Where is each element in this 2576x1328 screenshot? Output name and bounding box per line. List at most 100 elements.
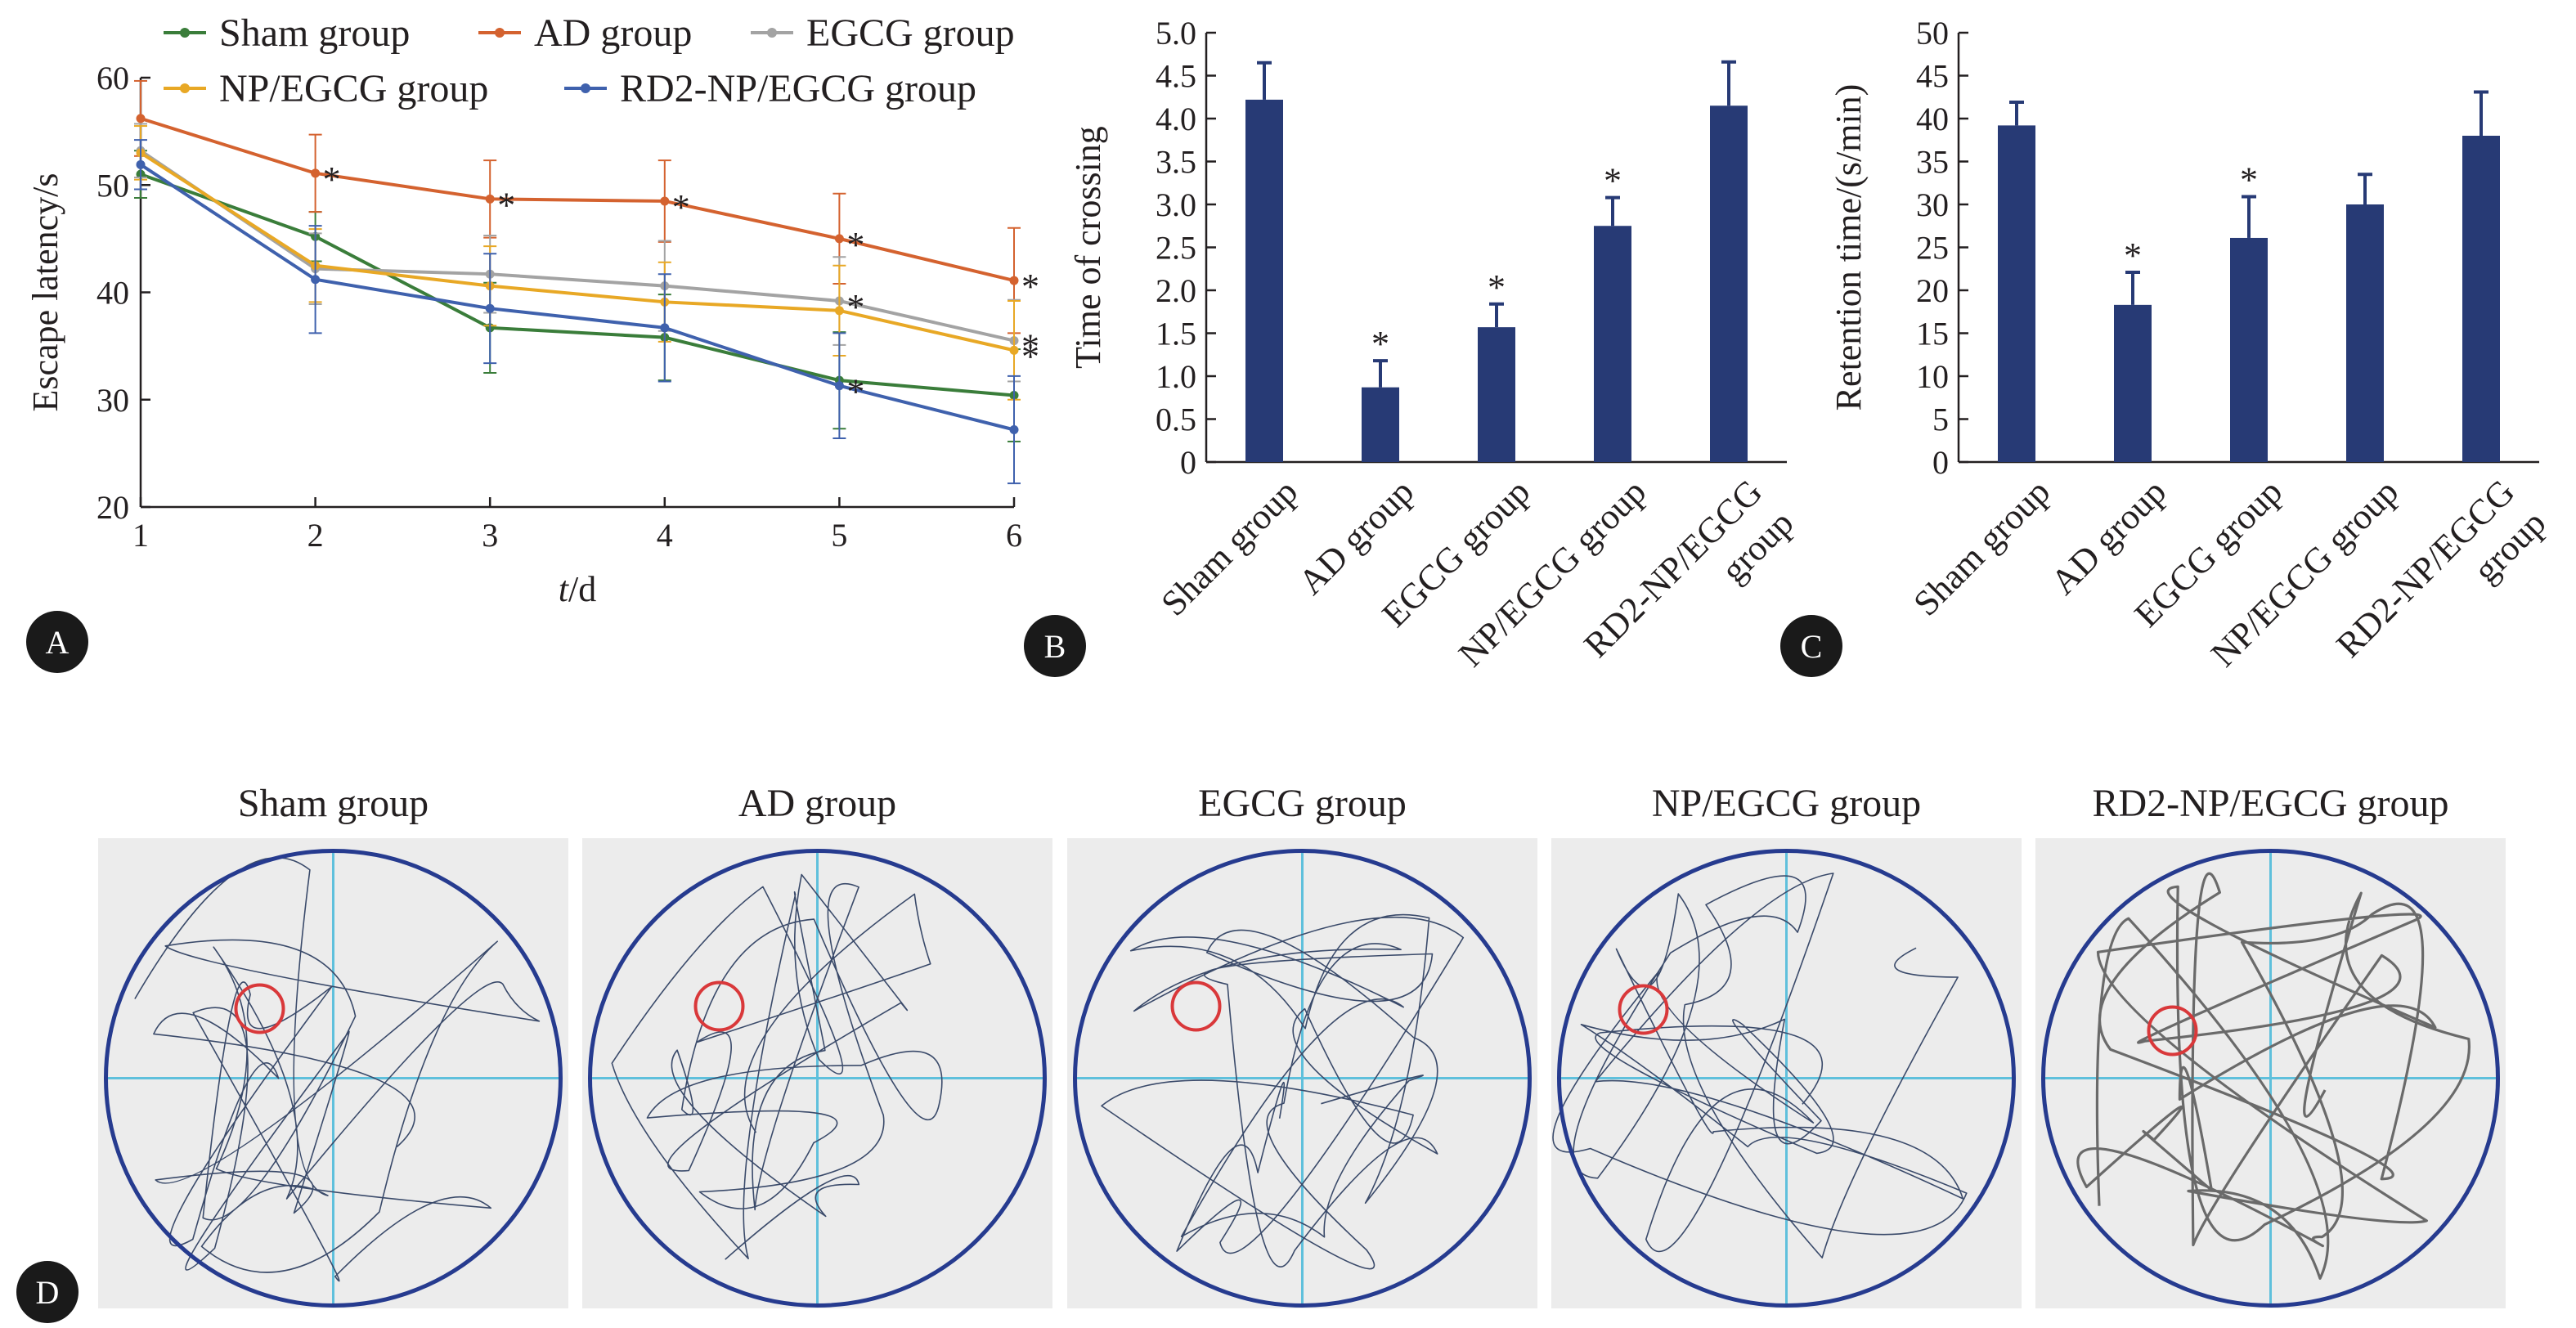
trajectory-panel: Sham group <box>98 782 568 1308</box>
significance-star: * <box>1604 161 1622 201</box>
target-platform-circle <box>1170 980 1222 1032</box>
y-tick-label: 50 <box>1916 15 1949 52</box>
trajectory-panel: EGCG group <box>1067 782 1537 1308</box>
legend-swatch-dot <box>581 83 590 93</box>
pool-boundary-circle <box>104 849 563 1308</box>
y-tick-label: 3.5 <box>1156 144 1196 181</box>
bar-retention <box>2230 237 2268 462</box>
y-tick-label: 0.5 <box>1156 402 1196 438</box>
x-category-label: Sham group <box>1153 472 1305 624</box>
legend-swatch-dot <box>495 28 505 38</box>
y-tick-label: 1.0 <box>1156 358 1196 395</box>
significance-star: * <box>846 372 864 412</box>
data-point <box>311 275 321 285</box>
y-tick-label: 20 <box>1916 272 1949 309</box>
series-line <box>140 116 1015 283</box>
panel-c-bar-chart: 0 5 10 15 20 25 30 35 40 45 50 Retention time/(s/mi… <box>1780 15 2553 677</box>
legend-label: AD group <box>534 11 692 55</box>
legend-swatch-dot <box>180 83 190 93</box>
x-tick-label: 4 <box>657 517 673 554</box>
swim-path <box>1101 913 1465 1270</box>
data-point <box>660 323 670 333</box>
bar-crossing <box>1478 327 1515 462</box>
swim-path <box>1552 873 1968 1258</box>
pool-boundary-circle <box>1073 849 1532 1308</box>
y-tick-label: 20 <box>96 489 129 526</box>
panel-label-a: A <box>46 624 70 661</box>
bar-crossing <box>1362 387 1399 462</box>
pool-boundary-circle <box>2041 849 2500 1308</box>
significance-star: * <box>497 185 515 225</box>
series-line <box>139 151 1015 352</box>
y-tick-label: 40 <box>96 275 129 312</box>
legend-label: EGCG group <box>806 11 1015 55</box>
y-axis-title: Retention time/(s/min) <box>1829 84 1869 411</box>
data-point <box>834 306 844 316</box>
y-tick-label: 4.0 <box>1156 101 1196 137</box>
series-line <box>139 149 1015 343</box>
y-tick-label: 45 <box>1916 58 1949 95</box>
legend-label: RD2-NP/EGCG group <box>620 67 976 110</box>
swim-path <box>611 873 943 1260</box>
y-tick-label: 15 <box>1916 316 1949 352</box>
bar-crossing <box>1594 226 1631 462</box>
significance-star: * <box>1371 324 1389 364</box>
target-platform-circle <box>2147 1005 2198 1057</box>
bar-retention <box>2462 136 2500 462</box>
y-tick-label: 3.0 <box>1156 186 1196 223</box>
panel-label-a-badge <box>26 611 88 673</box>
series-egcg <box>134 123 1021 383</box>
target-platform-circle <box>1618 984 1669 1035</box>
x-axis-title: t/d <box>559 569 596 609</box>
trajectory-title: RD2-NP/EGCG group <box>2092 782 2448 825</box>
y-tick-label: 10 <box>1916 358 1949 395</box>
data-point <box>311 168 321 178</box>
y-tick-label: 0 <box>1932 444 1949 481</box>
legend-label: Sham group <box>219 11 410 55</box>
legend: Sham group AD group EGCG group NP/EGCG grou… <box>164 11 1015 110</box>
bar-crossing <box>1245 99 1283 463</box>
panel-b-bar-chart: 0 0.5 1.0 1.5 2.0 2.5 3.0 3.5 4.0 4.5 5.0 Time of c… <box>1024 15 1801 677</box>
y-tick-label: 60 <box>96 60 129 96</box>
significance-star: * <box>2240 160 2258 200</box>
series-line <box>140 173 1015 397</box>
trajectory-panel: AD group <box>582 782 1052 1308</box>
significance-star: * <box>1021 327 1039 367</box>
x-axis-title-italic: t <box>559 569 570 609</box>
series-line <box>139 163 1015 432</box>
x-category-line: Sham group <box>1905 472 2058 624</box>
pool-boundary-circle <box>1557 849 2016 1308</box>
significance-star: * <box>1021 336 1039 376</box>
y-axis-title: Time of crossing <box>1068 126 1108 369</box>
data-point <box>485 194 495 204</box>
y-tick-label: 30 <box>1916 186 1949 223</box>
y-tick-label: 1.5 <box>1156 316 1196 352</box>
trajectory-title: NP/EGCG group <box>1652 782 1921 825</box>
y-tick-label: 25 <box>1916 230 1949 267</box>
y-axis-title: Escape latency/s <box>25 173 65 412</box>
panel-d-trajectories: Sham group AD group EGCG group NP/EGCG grou… <box>16 782 2506 1323</box>
significance-star: * <box>2124 236 2142 276</box>
y-tick-label: 5 <box>1932 402 1949 438</box>
data-point <box>136 159 146 169</box>
trajectory-title: EGCG group <box>1198 782 1407 825</box>
data-point <box>660 196 670 206</box>
y-tick-label: 4.5 <box>1156 58 1196 95</box>
x-axis-title-unit: /d <box>568 569 596 609</box>
data-point <box>136 114 146 123</box>
panel-label-b-badge <box>1024 615 1086 677</box>
data-point <box>485 303 495 313</box>
x-tick-label: 2 <box>307 517 324 554</box>
trajectory-panel: NP/EGCG group <box>1551 782 2022 1308</box>
pool-boundary-circle <box>588 849 1047 1308</box>
panel-label-b: B <box>1044 628 1066 665</box>
data-point <box>834 381 844 391</box>
y-tick-label: 5.0 <box>1156 15 1196 52</box>
y-tick-label: 0 <box>1180 444 1196 481</box>
y-tick-label: 30 <box>96 382 129 419</box>
panel-label-c-badge <box>1780 615 1842 677</box>
swim-path <box>2076 872 2471 1280</box>
trajectory-panel: RD2-NP/EGCG group <box>2035 782 2506 1308</box>
